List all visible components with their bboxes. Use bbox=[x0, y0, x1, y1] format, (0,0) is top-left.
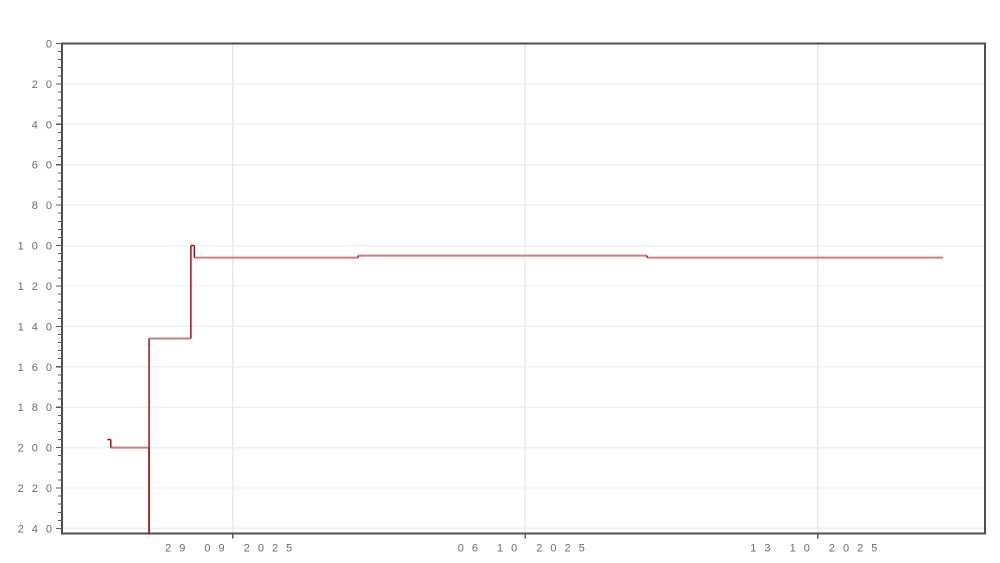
svg-text:20: 20 bbox=[32, 79, 60, 91]
svg-text:200: 200 bbox=[18, 443, 60, 455]
svg-text:29 09 2025: 29 09 2025 bbox=[165, 543, 300, 555]
x-axis-tick-labels: 29 09 2025 06 10 2025 13 10 2025 bbox=[165, 543, 885, 555]
svg-text:180: 180 bbox=[18, 402, 60, 414]
x-axis-ticks bbox=[232, 533, 819, 539]
svg-text:220: 220 bbox=[18, 483, 60, 495]
svg-text:13 10 2025: 13 10 2025 bbox=[750, 543, 885, 555]
svg-text:140: 140 bbox=[18, 321, 60, 333]
data-series-line bbox=[107, 244, 944, 534]
plot-border bbox=[61, 42, 986, 535]
svg-text:40: 40 bbox=[32, 119, 60, 131]
horizontal-gridlines bbox=[62, 83, 985, 530]
svg-text:80: 80 bbox=[32, 200, 60, 212]
svg-text:0: 0 bbox=[46, 39, 60, 51]
y-axis-tick-labels: 0 20 40 60 80 100 120 140 160 180 200 220 240 bbox=[18, 39, 60, 536]
svg-text:240: 240 bbox=[18, 523, 60, 535]
svg-text:100: 100 bbox=[18, 241, 60, 253]
vertical-gridlines bbox=[232, 43, 819, 534]
y-axis-ticks bbox=[56, 42, 62, 530]
svg-text:60: 60 bbox=[32, 160, 60, 172]
svg-text:120: 120 bbox=[18, 281, 60, 293]
svg-text:06 10 2025: 06 10 2025 bbox=[458, 543, 593, 555]
svg-text:160: 160 bbox=[18, 362, 60, 374]
